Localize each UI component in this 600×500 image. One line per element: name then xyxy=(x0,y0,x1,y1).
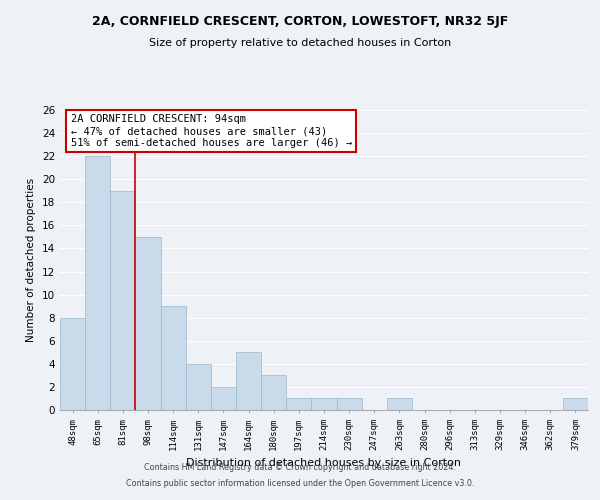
Text: Contains public sector information licensed under the Open Government Licence v3: Contains public sector information licen… xyxy=(126,478,474,488)
Bar xyxy=(286,398,311,410)
Text: Size of property relative to detached houses in Corton: Size of property relative to detached ho… xyxy=(149,38,451,48)
Bar xyxy=(161,306,186,410)
Bar xyxy=(311,398,337,410)
Bar xyxy=(563,398,588,410)
Text: 2A, CORNFIELD CRESCENT, CORTON, LOWESTOFT, NR32 5JF: 2A, CORNFIELD CRESCENT, CORTON, LOWESTOF… xyxy=(92,15,508,28)
Bar xyxy=(387,398,412,410)
Bar xyxy=(337,398,362,410)
Bar xyxy=(136,237,161,410)
Bar xyxy=(211,387,236,410)
Bar xyxy=(85,156,110,410)
Y-axis label: Number of detached properties: Number of detached properties xyxy=(26,178,37,342)
Bar xyxy=(60,318,85,410)
Bar xyxy=(261,376,286,410)
Text: Contains HM Land Registry data © Crown copyright and database right 2024.: Contains HM Land Registry data © Crown c… xyxy=(144,464,456,472)
X-axis label: Distribution of detached houses by size in Corton: Distribution of detached houses by size … xyxy=(187,458,461,468)
Bar xyxy=(236,352,261,410)
Bar xyxy=(186,364,211,410)
Bar xyxy=(110,191,136,410)
Text: 2A CORNFIELD CRESCENT: 94sqm
← 47% of detached houses are smaller (43)
51% of se: 2A CORNFIELD CRESCENT: 94sqm ← 47% of de… xyxy=(71,114,352,148)
